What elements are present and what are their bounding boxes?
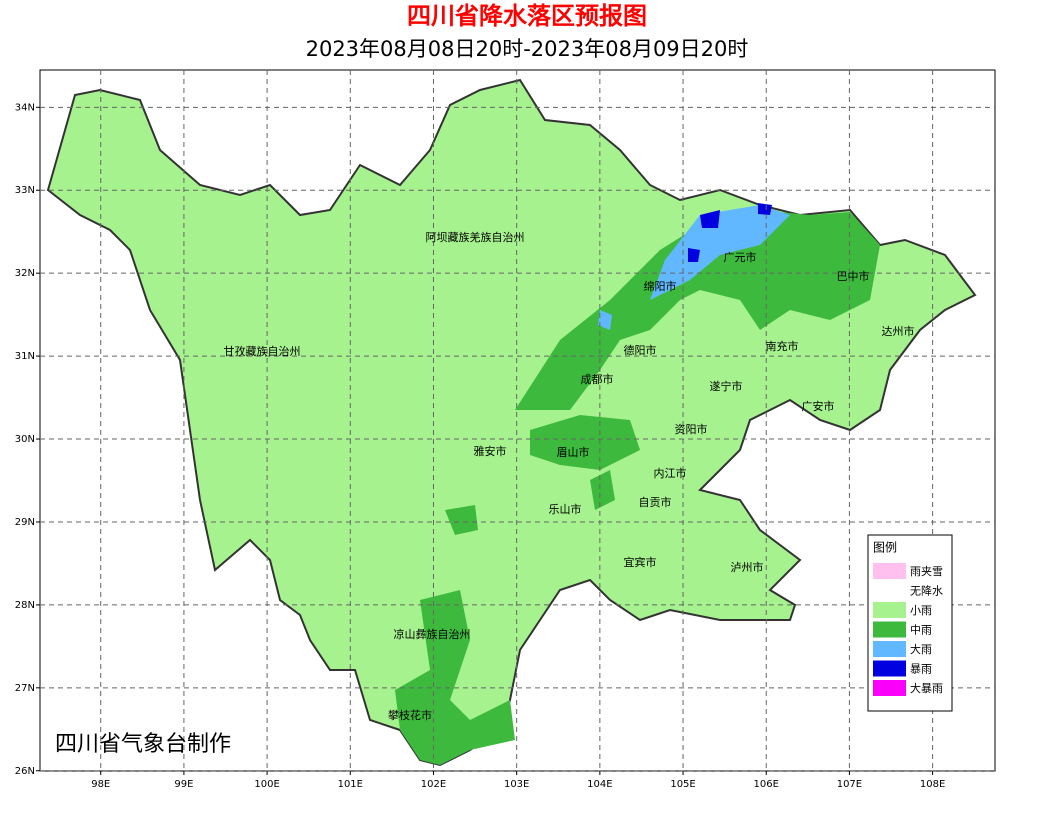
x-tick-label: 108E [920,779,945,790]
city-label: 广安市 [802,399,835,413]
city-label: 广元市 [724,250,757,264]
city-label: 南充市 [766,339,799,353]
legend-label: 中雨 [910,624,932,637]
legend-swatch [873,582,906,599]
y-tick-label: 26N [15,766,35,777]
x-tick-label: 107E [837,779,862,790]
legend-label: 雨夹雪 [910,565,943,578]
city-label: 成都市 [581,372,614,386]
legend-swatch [873,621,906,638]
legend-label: 大暴雨 [910,681,943,695]
x-tick-label: 105E [670,779,695,790]
y-tick-label: 31N [15,351,35,362]
city-label: 达州市 [882,324,915,338]
credit: 四川省气象台制作 [55,732,231,757]
legend-swatch [873,680,906,696]
city-label: 泸州市 [731,560,764,574]
city-label: 资阳市 [675,422,708,436]
city-label: 甘孜藏族自治州 [224,344,301,358]
x-tick-label: 101E [338,779,363,790]
legend-label: 小雨 [910,604,932,617]
legend-swatch [873,602,906,618]
city-label: 绵阳市 [644,279,677,293]
legend-label: 暴雨 [910,663,932,676]
x-tick-label: 103E [504,779,529,790]
legend-swatch [873,641,906,657]
city-label: 雅安市 [474,444,507,458]
legend-title: 图例 [873,541,897,555]
x-tick-label: 106E [754,779,779,790]
city-label: 乐山市 [549,502,582,516]
legend-label: 大雨 [910,642,932,656]
y-tick-label: 30N [15,434,35,445]
city-label: 自贡市 [639,495,672,509]
title: 四川省降水落区预报图 [407,2,647,30]
city-label: 遂宁市 [710,379,743,393]
city-label: 宜宾市 [624,555,657,569]
y-tick-label: 27N [15,683,35,694]
city-label: 攀枝花市 [388,708,432,722]
y-tick-label: 33N [15,185,35,196]
legend-label: 无降水 [910,584,943,598]
grid: 98E 99E 100E 101E 102E 103E 104E 105E 106E 107E 10… [15,70,995,790]
city-label: 眉山市 [557,445,590,459]
x-tick-label: 98E [91,779,110,790]
subtitle: 2023年08月08日20时-2023年08月09日20时 [306,37,749,61]
y-tick-label: 32N [15,268,35,279]
legend-swatch [873,660,906,677]
y-tick-label: 28N [15,600,35,611]
y-tick-label: 29N [15,517,35,528]
torrential-rain [688,203,772,262]
x-tick-label: 102E [421,779,446,790]
x-tick-label: 104E [587,779,612,790]
moderate-rain [395,210,880,765]
city-label: 凉山彝族自治州 [394,627,471,641]
city-label: 阿坝藏族羌族自治州 [426,230,525,244]
heavy-rain [598,205,790,330]
city-label: 内江市 [654,466,687,480]
x-tick-label: 100E [254,779,279,790]
city-label: 德阳市 [624,343,657,357]
city-label: 巴中市 [837,269,870,283]
legend-swatch [873,563,906,579]
x-tick-label: 99E [174,779,193,790]
y-tick-label: 34N [15,102,35,113]
